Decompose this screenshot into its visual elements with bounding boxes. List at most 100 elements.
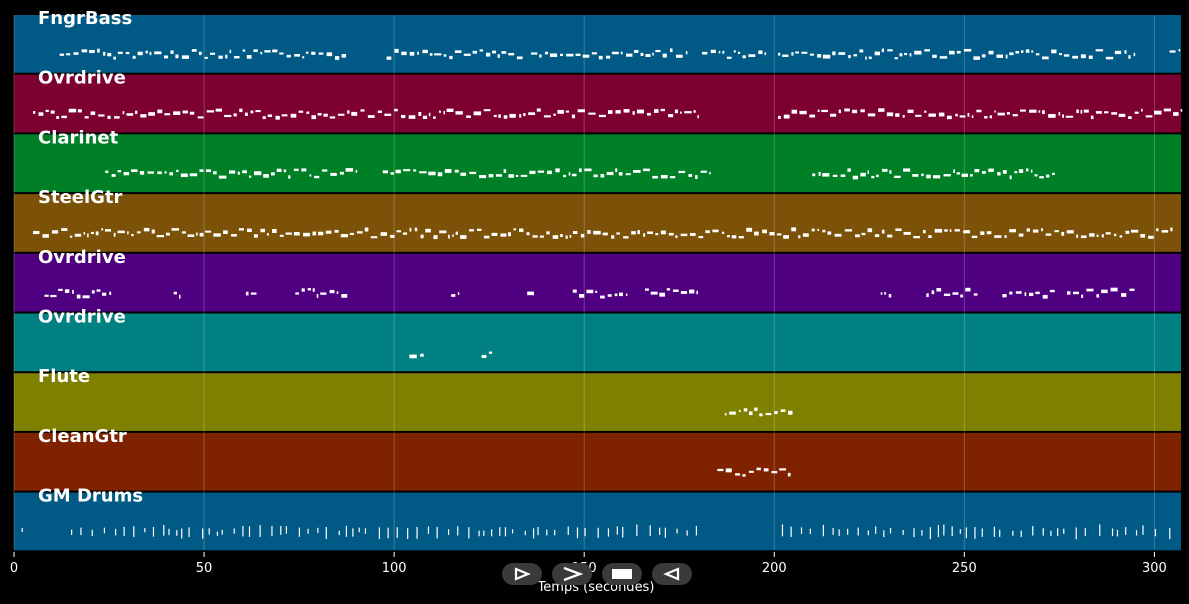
- note-mark: [1148, 235, 1154, 239]
- note-mark: [247, 228, 252, 233]
- track-name: CleanGtr: [38, 426, 127, 447]
- note-mark: [488, 351, 493, 354]
- note-mark: [1015, 50, 1020, 54]
- note-mark: [351, 111, 358, 116]
- note-mark: [233, 528, 235, 534]
- note-mark: [463, 53, 471, 56]
- note-mark: [1103, 111, 1109, 114]
- note-mark: [82, 295, 90, 299]
- note-mark: [697, 115, 699, 119]
- note-mark: [1002, 294, 1007, 298]
- note-mark: [503, 115, 508, 119]
- note-mark: [817, 228, 820, 232]
- note-mark: [305, 51, 309, 54]
- note-mark: [654, 109, 659, 113]
- stop-button[interactable]: [602, 563, 642, 585]
- note-mark: [403, 169, 411, 172]
- note-mark: [982, 171, 986, 174]
- stop-icon: [612, 569, 632, 579]
- note-mark: [853, 54, 858, 57]
- note-mark: [104, 229, 111, 232]
- note-mark: [547, 170, 552, 175]
- note-mark: [537, 526, 539, 536]
- note-mark: [993, 526, 995, 537]
- note-mark: [1026, 168, 1029, 172]
- note-mark: [164, 113, 171, 116]
- note-mark: [213, 171, 217, 175]
- note-mark: [678, 170, 686, 174]
- note-mark: [173, 291, 177, 295]
- note-mark: [504, 527, 507, 537]
- note-mark: [312, 288, 315, 292]
- note-mark: [811, 228, 815, 232]
- note-mark: [1101, 289, 1108, 294]
- note-mark: [584, 527, 586, 537]
- note-mark: [499, 527, 501, 536]
- note-mark: [419, 171, 427, 174]
- track-lane: [14, 492, 1181, 551]
- note-mark: [578, 168, 582, 173]
- note-mark: [229, 49, 232, 54]
- note-mark: [924, 49, 931, 52]
- note-mark: [215, 108, 222, 112]
- note-mark: [532, 528, 535, 539]
- note-mark: [871, 175, 875, 179]
- note-mark: [420, 234, 424, 239]
- note-mark: [563, 174, 566, 178]
- note-mark: [340, 234, 349, 238]
- note-mark: [181, 55, 190, 59]
- note-mark: [196, 232, 198, 236]
- note-mark: [888, 294, 892, 298]
- note-mark: [607, 294, 612, 297]
- note-mark: [809, 114, 816, 118]
- note-mark: [519, 114, 522, 118]
- note-mark: [822, 524, 824, 537]
- note-mark: [622, 526, 624, 538]
- note-mark: [356, 231, 363, 234]
- note-mark: [742, 55, 746, 59]
- note-mark: [1121, 293, 1127, 297]
- note-mark: [643, 233, 646, 237]
- note-mark: [791, 227, 797, 232]
- note-mark: [650, 291, 658, 295]
- note-mark: [1057, 528, 1059, 537]
- note-mark: [83, 232, 86, 235]
- note-mark: [191, 49, 197, 52]
- note-mark: [1034, 174, 1038, 177]
- note-mark: [334, 56, 340, 60]
- note-mark: [970, 174, 973, 177]
- note-mark: [204, 56, 208, 59]
- rewind-button[interactable]: [652, 563, 692, 585]
- note-mark: [791, 52, 794, 56]
- note-mark: [717, 468, 724, 472]
- play-button[interactable]: [502, 563, 542, 585]
- note-mark: [867, 530, 869, 536]
- note-mark: [1048, 113, 1056, 118]
- note-mark: [401, 51, 407, 56]
- next-button[interactable]: [552, 563, 592, 585]
- note-mark: [288, 175, 291, 179]
- note-mark: [329, 116, 336, 119]
- note-mark: [413, 169, 417, 172]
- note-mark: [695, 525, 698, 536]
- note-mark: [113, 232, 116, 237]
- note-mark: [444, 169, 452, 173]
- note-mark: [239, 108, 243, 113]
- note-mark: [1042, 56, 1049, 60]
- note-mark: [175, 54, 179, 59]
- x-tick-label: 0: [10, 561, 18, 576]
- note-mark: [253, 234, 258, 238]
- note-mark: [938, 112, 945, 117]
- note-mark: [762, 229, 767, 234]
- track-name: Clarinet: [38, 127, 119, 148]
- note-mark: [778, 52, 781, 56]
- note-mark: [1042, 528, 1044, 536]
- note-mark: [418, 112, 422, 116]
- note-mark: [1105, 232, 1111, 235]
- note-mark: [213, 233, 221, 237]
- note-mark: [479, 175, 487, 179]
- note-mark: [452, 234, 454, 237]
- note-mark: [1163, 108, 1171, 112]
- note-mark: [764, 52, 767, 56]
